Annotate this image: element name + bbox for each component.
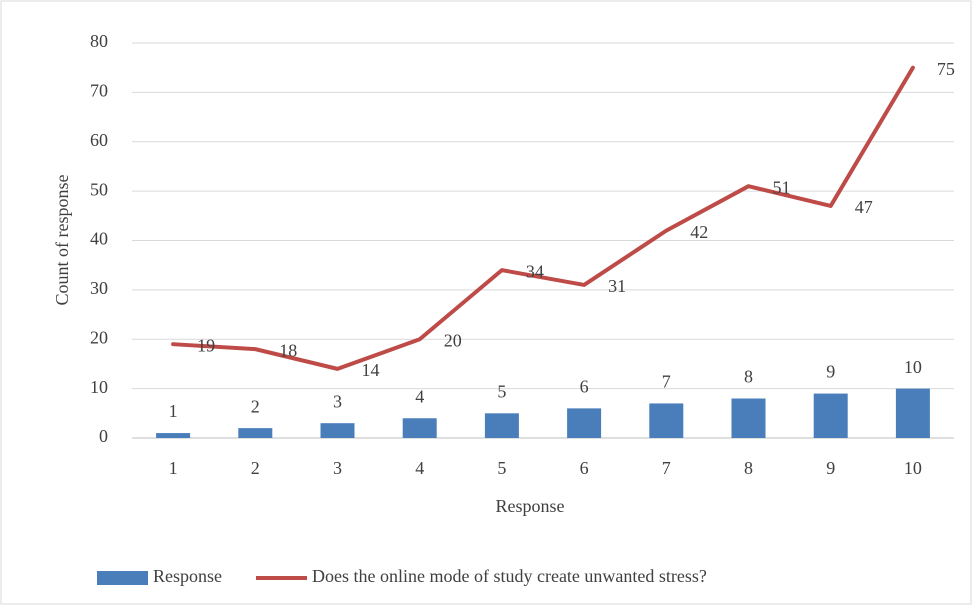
bar	[320, 423, 355, 438]
data-label: 2	[251, 396, 260, 416]
bar	[484, 413, 519, 438]
data-label: 3	[333, 391, 342, 411]
x-tick-label: 1	[169, 458, 178, 478]
y-tick-label: 80	[90, 31, 108, 51]
data-label: 18	[279, 340, 297, 360]
data-label: 34	[526, 261, 544, 281]
data-label: 42	[690, 222, 708, 242]
data-label: 47	[855, 197, 873, 217]
x-tick-label: 6	[580, 458, 589, 478]
data-label: 51	[773, 177, 791, 197]
data-label: 9	[826, 362, 835, 382]
data-label: 1	[169, 401, 178, 421]
line	[171, 65, 915, 371]
x-tick-label: 4	[415, 458, 424, 478]
bar	[402, 418, 437, 438]
data-label: 31	[608, 276, 626, 296]
bar	[895, 388, 930, 438]
legend-label: Response	[153, 566, 222, 586]
y-tick-label: 60	[90, 130, 108, 150]
x-tick-label: 5	[497, 458, 506, 478]
x-axis-label: Response	[496, 496, 565, 516]
x-tick-label: 7	[662, 458, 671, 478]
y-tick-label: 30	[90, 278, 108, 298]
bar	[156, 433, 191, 438]
data-label: 14	[362, 360, 380, 380]
bar	[731, 398, 766, 438]
x-tick-label: 10	[904, 458, 922, 478]
data-label: 8	[744, 367, 753, 387]
data-label: 75	[937, 59, 955, 79]
bar	[567, 408, 602, 438]
y-axis-label: Count of response	[52, 174, 72, 305]
y-tick-label: 70	[90, 81, 108, 101]
legend-swatch	[97, 571, 148, 585]
data-label: 4	[415, 386, 424, 406]
y-tick-label: 50	[90, 179, 108, 199]
y-tick-label: 0	[99, 426, 108, 446]
y-tick-label: 10	[90, 377, 108, 397]
x-tick-label: 8	[744, 458, 753, 478]
y-tick-label: 40	[90, 229, 108, 249]
x-tick-label: 3	[333, 458, 342, 478]
x-tick-label: 2	[251, 458, 260, 478]
data-label: 20	[444, 330, 462, 350]
data-label: 7	[662, 372, 671, 392]
data-label: 10	[904, 357, 922, 377]
data-label: 5	[497, 381, 506, 401]
bar	[813, 393, 848, 438]
x-tick-label: 9	[826, 458, 835, 478]
y-tick-label: 20	[90, 327, 108, 347]
legend-label: Does the online mode of study create unw…	[312, 566, 707, 586]
data-label: 6	[580, 377, 589, 397]
data-label: 19	[197, 335, 215, 355]
bar	[238, 428, 273, 438]
bar	[649, 403, 684, 438]
